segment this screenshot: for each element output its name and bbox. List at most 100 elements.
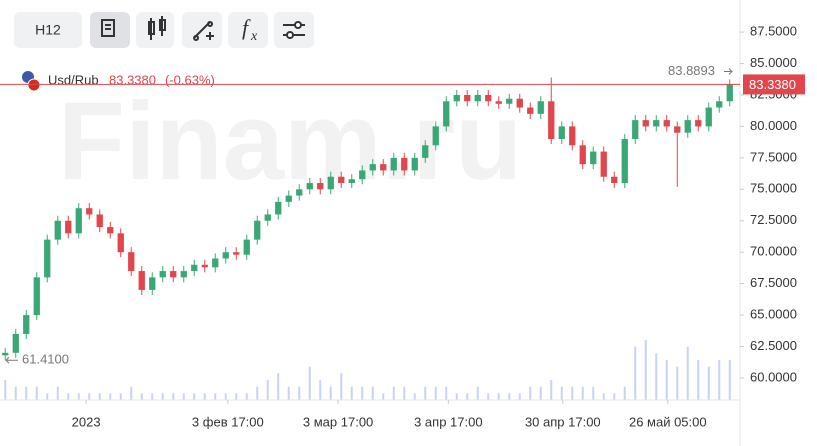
- candle-body: [264, 214, 271, 221]
- y-tick-label: 60.0000: [750, 369, 797, 384]
- candle-body: [243, 239, 250, 255]
- candle-body: [107, 227, 114, 234]
- candle-body: [117, 233, 124, 253]
- candle-body: [191, 264, 198, 272]
- interval-button[interactable]: [14, 12, 82, 48]
- volume-bar: [182, 393, 185, 400]
- volume-bar: [256, 386, 259, 400]
- x-tick-label: 26 май 05:00: [629, 414, 707, 429]
- y-tick-label: 72.5000: [750, 212, 797, 227]
- y-tick-label: 80.0000: [750, 118, 797, 133]
- indicator-button[interactable]: [228, 12, 268, 48]
- volume-bar: [319, 380, 322, 400]
- volume-bar: [67, 393, 70, 400]
- volume-bar: [403, 386, 406, 400]
- candle-body: [222, 252, 229, 259]
- candle-body: [422, 145, 429, 158]
- volume-bar: [392, 386, 395, 400]
- candle-body: [149, 277, 156, 290]
- flag-ru: [27, 78, 41, 92]
- candle-body: [159, 271, 166, 278]
- candle-body: [285, 195, 292, 202]
- volume-bar: [697, 360, 700, 400]
- candle-body: [86, 208, 93, 215]
- volume-bar: [172, 393, 175, 400]
- y-tick-label: 87.5000: [750, 24, 797, 39]
- volume-bar: [109, 393, 112, 400]
- volume-bar: [46, 393, 49, 400]
- draw-icon: [101, 19, 115, 37]
- candle-body: [548, 101, 555, 139]
- y-tick-label: 85.0000: [750, 55, 797, 70]
- candle-body: [611, 176, 618, 184]
- volume-bar: [329, 386, 332, 400]
- candle-body: [369, 164, 376, 171]
- fx-f: f: [242, 15, 251, 40]
- volume-bar: [25, 386, 28, 400]
- candle-body: [663, 120, 670, 127]
- candle-body: [33, 277, 40, 316]
- candle-body: [569, 126, 576, 146]
- candle-body: [464, 94, 471, 102]
- volume-bar: [529, 386, 532, 400]
- volume-bar: [571, 386, 574, 400]
- volume-bar: [476, 386, 479, 400]
- volume-bar: [277, 373, 280, 400]
- volume-bar: [224, 393, 227, 400]
- candle-body: [317, 183, 324, 190]
- candle-body: [474, 94, 481, 102]
- x-tick-label: 3 мар 17:00: [303, 414, 373, 429]
- volume-bar: [434, 386, 437, 400]
- volume-bar: [298, 386, 301, 400]
- candle-body: [642, 120, 649, 127]
- candle-body: [212, 258, 219, 268]
- fx-x: x: [250, 29, 258, 44]
- symbol: Usd/Rub: [48, 72, 99, 87]
- change: (-0.63%): [165, 72, 215, 87]
- candle-body: [296, 189, 303, 196]
- volume-bar: [193, 393, 196, 400]
- candle-body: [495, 101, 502, 104]
- candle-body: [674, 126, 681, 133]
- volume-bar: [581, 386, 584, 400]
- last-price: 83.3380: [109, 72, 156, 87]
- volume-bar: [266, 380, 269, 400]
- candle-body: [254, 220, 261, 240]
- candle-body: [632, 120, 639, 139]
- candle-body: [75, 208, 82, 234]
- candle-body: [390, 157, 397, 171]
- candle-body: [726, 84, 733, 102]
- volume-bar: [287, 386, 290, 400]
- volume-bar: [119, 393, 122, 400]
- volume-bar: [235, 393, 238, 400]
- candle-body: [233, 252, 240, 255]
- volume-bar: [508, 393, 511, 400]
- candle-body: [23, 315, 30, 334]
- volume-bar: [602, 393, 605, 400]
- volume-bar: [466, 393, 469, 400]
- volume-bar: [382, 393, 385, 400]
- candle-body: [12, 333, 19, 353]
- candle-body: [338, 176, 345, 184]
- volume-bar: [245, 393, 248, 400]
- settings-button[interactable]: [274, 12, 314, 48]
- y-tick-label: 67.5000: [750, 275, 797, 290]
- candle-body: [621, 138, 628, 184]
- candle-body: [695, 120, 702, 127]
- volume-bar: [676, 366, 679, 400]
- candle-body: [684, 120, 691, 133]
- settings-knob: [294, 21, 302, 29]
- toolbar: H12 f x: [14, 12, 314, 48]
- volume-bar: [308, 366, 311, 400]
- interval: H12: [35, 22, 61, 38]
- candle-body: [705, 107, 712, 127]
- candle-body: [96, 214, 103, 228]
- candle-body: [485, 94, 492, 102]
- volume-bar: [560, 386, 563, 400]
- volume-bar: [161, 393, 164, 400]
- candle-body: [653, 120, 660, 127]
- plot: [2, 77, 733, 400]
- volume-bar: [455, 393, 458, 400]
- volume-bar: [56, 386, 59, 400]
